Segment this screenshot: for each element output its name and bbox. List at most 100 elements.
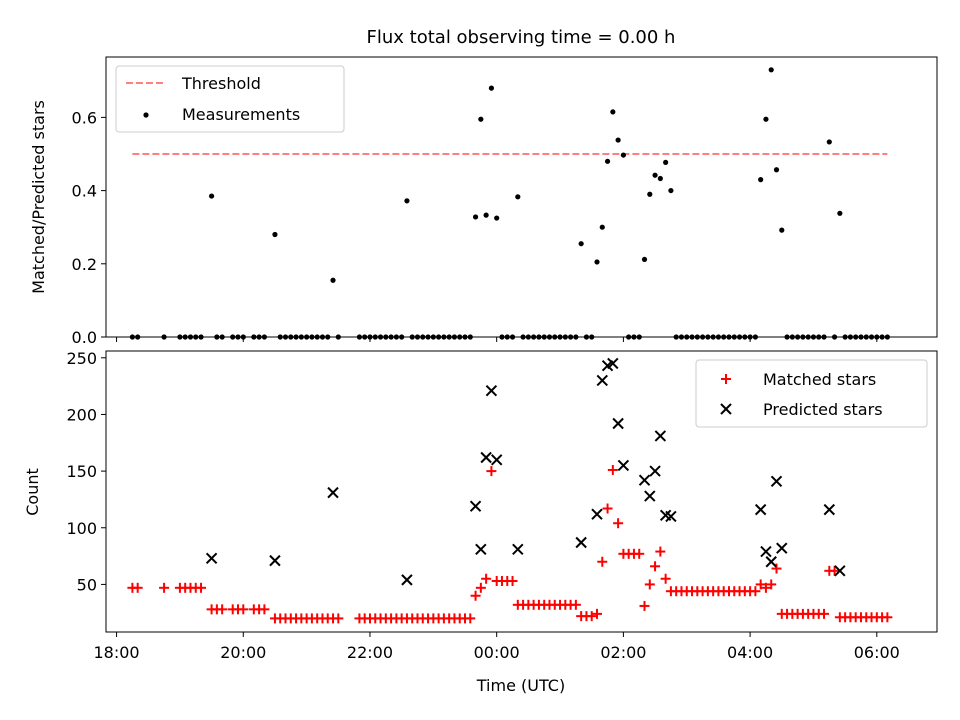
bottom-y-tick-label: 50 <box>77 575 97 594</box>
measurement-point <box>758 177 764 183</box>
top-legend: Threshold Measurements <box>115 65 345 133</box>
bottom-axes-frame <box>105 350 938 633</box>
measurement-point <box>483 212 489 218</box>
measurement-point <box>773 167 780 173</box>
top-axes-frame <box>105 56 938 338</box>
predicted-star-point <box>205 552 218 565</box>
predicted-star-point <box>638 474 651 486</box>
matched-star-point <box>586 611 597 622</box>
bottom-x-tick-label: 18:00 <box>94 643 140 662</box>
predicted-star-point <box>612 417 624 430</box>
measurement-point <box>647 191 653 197</box>
matched-star-point <box>259 604 270 615</box>
matched-star-point <box>602 503 613 514</box>
matched-star-point <box>470 590 481 601</box>
matched-star-point <box>829 565 840 576</box>
matched-star-point <box>607 464 618 475</box>
bottom-x-tick-label: 22:00 <box>347 643 393 662</box>
matched-star-point <box>333 613 344 624</box>
legend-predicted-label: Predicted stars <box>763 400 883 419</box>
measurement-point <box>478 116 484 122</box>
measurement-point <box>779 227 785 233</box>
measurement-point <box>604 158 611 164</box>
measurement-point <box>663 159 669 166</box>
matched-star-point <box>217 604 228 615</box>
predicted-star-point <box>760 545 772 558</box>
bottom-x-tick-label: 04:00 <box>727 643 773 662</box>
predicted-star-point <box>475 543 487 555</box>
top-y-tick-label: 0.4 <box>72 182 97 201</box>
legend-matched-label: Matched stars <box>763 370 876 389</box>
measurement-point <box>641 256 648 263</box>
legend-predicted-swatch <box>720 403 732 415</box>
measurement-point <box>620 152 626 158</box>
bottom-y-tick-label: 150 <box>66 462 97 481</box>
matched-star-point <box>755 579 766 590</box>
measurement-point <box>599 224 605 230</box>
predicted-star-point <box>654 430 667 442</box>
measurement-point <box>652 172 658 178</box>
matched-star-point <box>486 466 497 477</box>
matched-star-point <box>634 548 645 559</box>
matched-star-point <box>570 599 581 610</box>
legend-matched-swatch <box>721 374 731 384</box>
predicted-star-point <box>823 503 836 516</box>
matched-star-point <box>159 582 170 593</box>
predicted-star-point <box>665 510 677 523</box>
measurement-point <box>837 210 843 216</box>
matched-star-point <box>650 561 661 572</box>
matched-star-point <box>655 546 666 557</box>
matched-star-point <box>644 579 655 590</box>
predicted-star-point <box>596 374 608 387</box>
matched-star-point <box>507 576 518 587</box>
predicted-star-point <box>485 384 498 397</box>
measurement-point <box>488 85 495 91</box>
bottom-x-tick-label: 06:00 <box>854 643 900 662</box>
top-y-ticks: 0.0 0.2 0.4 0.6 <box>72 108 106 347</box>
predicted-star-point <box>607 357 619 370</box>
matched-star-point <box>591 608 602 619</box>
predicted-star-point <box>770 475 783 488</box>
bottom-legend-box <box>695 359 928 428</box>
measurement-point <box>768 67 774 73</box>
predicted-star-point <box>469 500 482 512</box>
bottom-y-tick-label: 200 <box>66 405 97 424</box>
bottom-y-tick-label: 250 <box>66 349 97 368</box>
predicted-star-point <box>480 451 492 464</box>
matched-star-point <box>639 600 650 611</box>
top-y-tick-label: 0.6 <box>72 108 97 127</box>
bottom-x-tick-label: 20:00 <box>220 643 266 662</box>
measurement-point <box>578 241 584 247</box>
measurement-point <box>330 277 336 283</box>
measurement-point <box>668 187 674 194</box>
legend-measurements-swatch <box>143 112 149 118</box>
predicted-star-point <box>512 543 524 555</box>
predicted-star-point <box>269 554 281 567</box>
top-marks <box>129 67 890 340</box>
predicted-star-point <box>644 490 656 502</box>
matched-star-point <box>660 573 671 584</box>
predicted-star-point <box>754 503 767 516</box>
matched-star-point <box>819 608 830 619</box>
predicted-star-point <box>327 486 339 499</box>
matched-star-point <box>465 613 476 624</box>
top-y-tick-label: 0.2 <box>72 255 97 274</box>
predicted-star-point <box>591 508 603 520</box>
matched-star-point <box>196 582 207 593</box>
measurement-point <box>826 139 832 145</box>
bottom-x-ticks: 18:00 20:00 22:00 00:00 02:00 04:00 06:00 <box>94 632 900 662</box>
bottom-x-tick-label: 00:00 <box>474 643 520 662</box>
matched-star-point <box>597 556 608 567</box>
measurement-point <box>515 194 521 200</box>
matched-star-point <box>238 604 249 615</box>
matched-star-point <box>766 579 777 590</box>
predicted-star-point <box>575 536 587 549</box>
measurement-point <box>763 116 769 122</box>
bottom-y-axis-label: Count <box>23 468 42 516</box>
bottom-panel: 50 100 150 200 250 18:00 20:00 22:00 00:00 02:00… <box>23 349 938 695</box>
measurement-point <box>208 193 215 199</box>
legend-threshold-label: Threshold <box>181 74 261 93</box>
bottom-x-tick-label: 02:00 <box>600 643 646 662</box>
matched-star-point <box>132 582 143 593</box>
